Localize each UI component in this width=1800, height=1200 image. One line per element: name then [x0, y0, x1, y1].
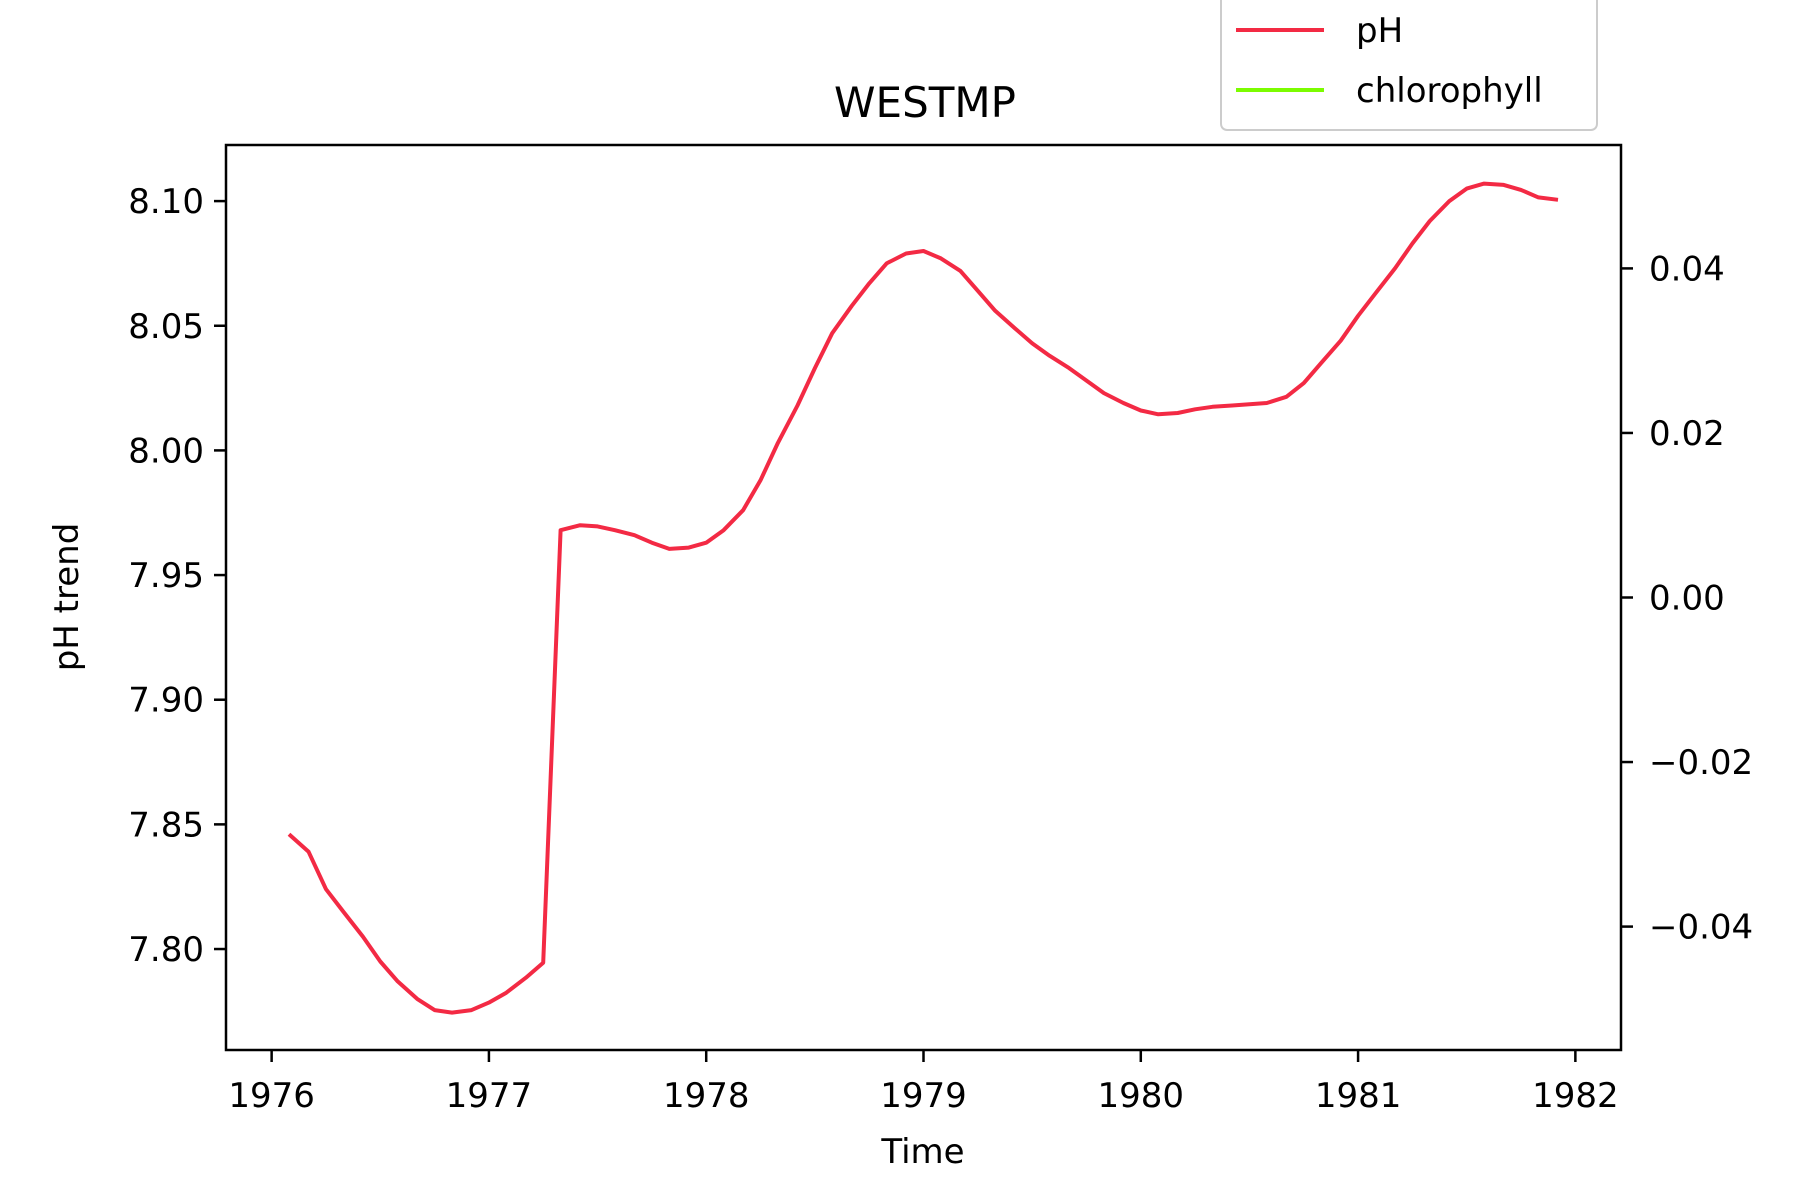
legend-label-chlorophyll: chlorophyll [1356, 71, 1543, 111]
y2-tick-label: 0.02 [1649, 414, 1725, 454]
y-axis-label: pH trend [47, 523, 87, 672]
y-tick-label: 7.95 [128, 556, 204, 596]
x-tick-label: 1982 [1532, 1076, 1619, 1116]
legend-box [1220, 0, 1598, 131]
legend-label-ph: pH [1356, 11, 1403, 51]
plot-frame [224, 143, 1623, 1052]
y-axis-left: 7.80 7.85 7.90 7.95 8.00 8.05 8.10 [128, 182, 226, 970]
x-tick-label: 1981 [1315, 1076, 1402, 1116]
x-tick-label: 1980 [1098, 1076, 1185, 1116]
legend: pH chlorophyll [1220, 0, 1598, 131]
y-tick-label: 7.90 [128, 681, 204, 721]
plot-area [287, 181, 1559, 1015]
y2-tick-label: −0.02 [1649, 743, 1753, 783]
y-axis-right: −0.04 −0.02 0.00 0.02 0.04 [1621, 249, 1753, 948]
y-tick-label: 7.80 [128, 930, 204, 970]
y2-tick-label: 0.00 [1649, 579, 1725, 619]
x-axis-label: Time [880, 1132, 964, 1172]
x-axis: 1976 1977 1978 1979 1980 1981 1982 [228, 1050, 1619, 1116]
x-tick-label: 1978 [663, 1076, 750, 1116]
x-tick-label: 1979 [880, 1076, 967, 1116]
x-tick-label: 1977 [446, 1076, 533, 1116]
chart-title: WESTMP [834, 78, 1016, 127]
y-tick-label: 8.05 [128, 307, 204, 347]
x-tick-label: 1976 [228, 1076, 315, 1116]
y-tick-label: 8.10 [128, 182, 204, 222]
series-line-ph [287, 181, 1559, 1015]
y-tick-label: 8.00 [128, 431, 204, 471]
y2-tick-label: −0.04 [1649, 908, 1753, 948]
y-tick-label: 7.85 [128, 805, 204, 845]
y2-tick-label: 0.04 [1649, 249, 1725, 289]
